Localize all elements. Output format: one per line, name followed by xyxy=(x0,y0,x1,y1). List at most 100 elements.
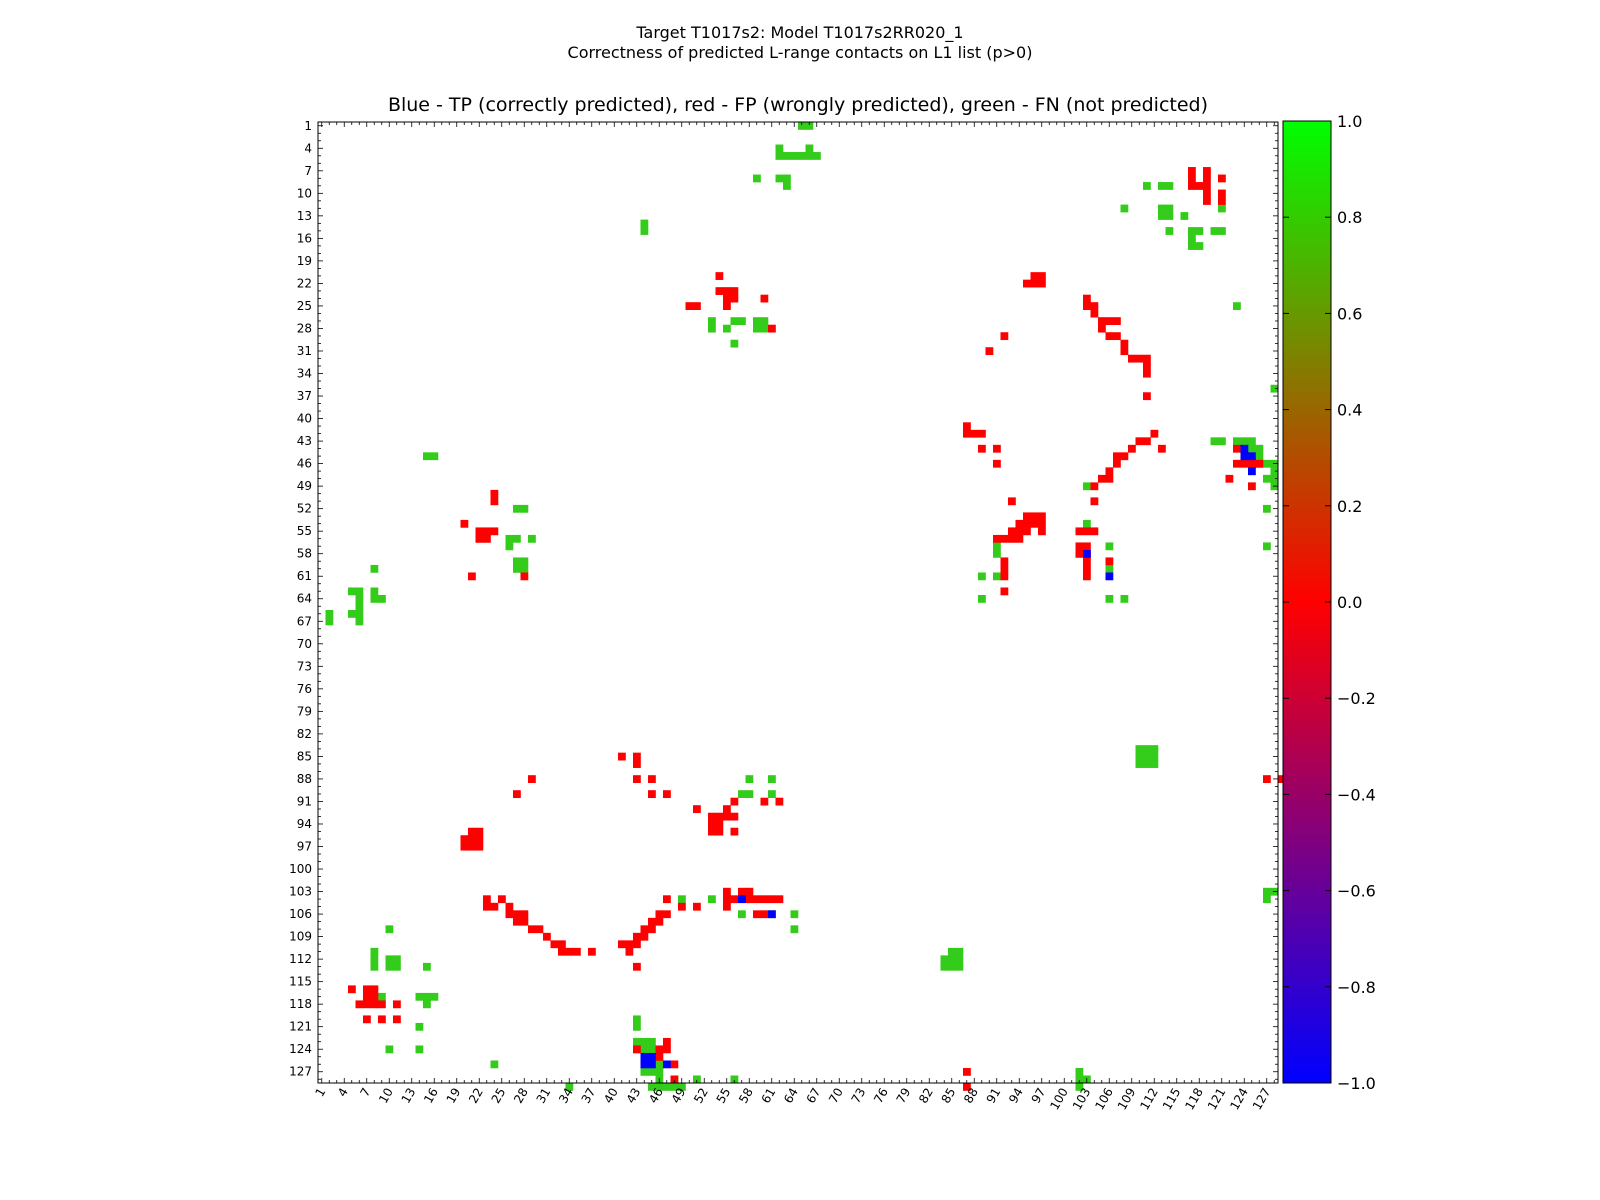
y-tick-label: 70 xyxy=(297,637,312,651)
cell-fn xyxy=(730,317,739,326)
cell-fp xyxy=(1038,527,1046,536)
cell-fp xyxy=(1090,309,1099,318)
cell-fp xyxy=(1240,459,1249,468)
cell-fn xyxy=(805,144,814,153)
x-tick-label: 121 xyxy=(1205,1086,1229,1113)
cell-fp xyxy=(498,895,506,904)
x-tick-label: 22 xyxy=(466,1086,486,1106)
x-tick-label: 37 xyxy=(579,1086,599,1106)
cell-fp xyxy=(468,827,476,836)
cell-fp xyxy=(520,910,529,919)
cell-fp xyxy=(1128,354,1136,363)
x-tick-label: 79 xyxy=(894,1086,914,1106)
cell-fp xyxy=(708,820,716,829)
cell-fn xyxy=(1075,1083,1084,1091)
y-tick-label: 37 xyxy=(297,389,312,403)
cell-fp xyxy=(1015,534,1024,543)
x-tick-label: 19 xyxy=(444,1086,464,1106)
cell-fp xyxy=(1038,519,1046,528)
cell-fn xyxy=(1263,459,1271,468)
cell-fn xyxy=(1158,212,1166,220)
y-tick-label: 97 xyxy=(297,840,312,854)
cell-fn xyxy=(648,1045,656,1054)
cell-fn xyxy=(633,1022,641,1031)
cell-fn xyxy=(370,564,379,573)
cell-fp xyxy=(1008,497,1016,506)
cell-fp xyxy=(348,985,356,994)
cell-fp xyxy=(483,527,491,536)
colorbar-tick-label: 0.0 xyxy=(1337,593,1362,612)
cell-fp xyxy=(723,895,731,904)
cell-fp xyxy=(483,534,491,543)
cell-tp xyxy=(640,1060,649,1069)
cell-tp xyxy=(648,1052,656,1061)
cell-fp xyxy=(1158,444,1166,453)
cell-fp xyxy=(370,1000,379,1009)
cell-fp xyxy=(1105,332,1114,341)
cell-fp xyxy=(1218,197,1226,205)
cell-fp xyxy=(393,1000,401,1009)
cell-fp xyxy=(745,895,754,904)
cell-fp xyxy=(663,910,671,919)
cell-fn xyxy=(745,775,754,783)
cell-fp xyxy=(655,917,664,926)
cell-fp xyxy=(1015,519,1024,528)
cell-fp xyxy=(633,962,641,971)
cell-fp xyxy=(393,1015,401,1024)
cell-fp xyxy=(483,902,491,911)
cell-fp xyxy=(1135,354,1144,363)
cell-fp xyxy=(1083,572,1091,581)
cell-fn xyxy=(633,1015,641,1024)
cell-fn xyxy=(640,1037,649,1046)
x-tick-label: 13 xyxy=(399,1086,419,1106)
cell-fn xyxy=(505,534,514,543)
cell-fp xyxy=(663,1037,671,1046)
cell-fn xyxy=(648,1067,656,1076)
cell-fp xyxy=(633,932,641,941)
cell-fn xyxy=(1248,444,1256,453)
y-tick-label: 28 xyxy=(297,322,312,336)
x-tick-label: 46 xyxy=(646,1086,666,1106)
cell-fn xyxy=(775,152,784,160)
cell-fn xyxy=(1210,227,1219,235)
cell-fn xyxy=(1143,745,1151,753)
cell-fp xyxy=(1120,347,1129,356)
cell-tp xyxy=(1083,549,1091,558)
y-tick-label: 49 xyxy=(297,479,312,493)
x-tick-label: 49 xyxy=(669,1086,689,1106)
cell-fp xyxy=(1083,302,1091,310)
cell-fn xyxy=(723,324,731,333)
cell-fp xyxy=(505,910,514,919)
y-axis: 1 4 7 10 13 16 19 22 25 28 31 34 37 40 43 46 49 52 55 58 61 6… xyxy=(289,119,1278,1080)
x-tick-label: 7 xyxy=(357,1086,373,1100)
cell-tp xyxy=(640,1052,649,1061)
x-tick-label: 91 xyxy=(984,1086,1004,1106)
y-tick-label: 61 xyxy=(297,569,312,583)
cell-fn xyxy=(1263,504,1271,513)
cell-fn xyxy=(505,542,514,551)
colorbar-tick-label: 1.0 xyxy=(1337,112,1362,131)
y-tick-label: 91 xyxy=(297,795,312,809)
cell-fp xyxy=(970,429,979,438)
cell-fp xyxy=(1023,279,1031,288)
cell-fn xyxy=(520,564,529,573)
cell-fp xyxy=(655,1045,664,1054)
cell-fn xyxy=(1165,227,1174,235)
cell-fp xyxy=(1195,182,1204,190)
cell-fp xyxy=(1023,519,1031,528)
cell-fn xyxy=(1105,564,1114,573)
cell-fp xyxy=(1090,497,1099,506)
cell-fp xyxy=(1263,775,1271,783)
cell-fn xyxy=(693,1075,701,1084)
cell-fp xyxy=(993,459,1001,468)
cell-fn xyxy=(348,587,356,596)
cell-fn xyxy=(760,317,769,326)
cell-fp xyxy=(1113,452,1121,461)
cell-fn xyxy=(1135,760,1144,768)
cell-fp xyxy=(723,887,731,896)
cell-fp xyxy=(1075,549,1084,558)
cell-fp xyxy=(1113,317,1121,326)
y-tick-label: 58 xyxy=(297,547,312,561)
colorbar-tick-label: 0.8 xyxy=(1337,208,1362,227)
